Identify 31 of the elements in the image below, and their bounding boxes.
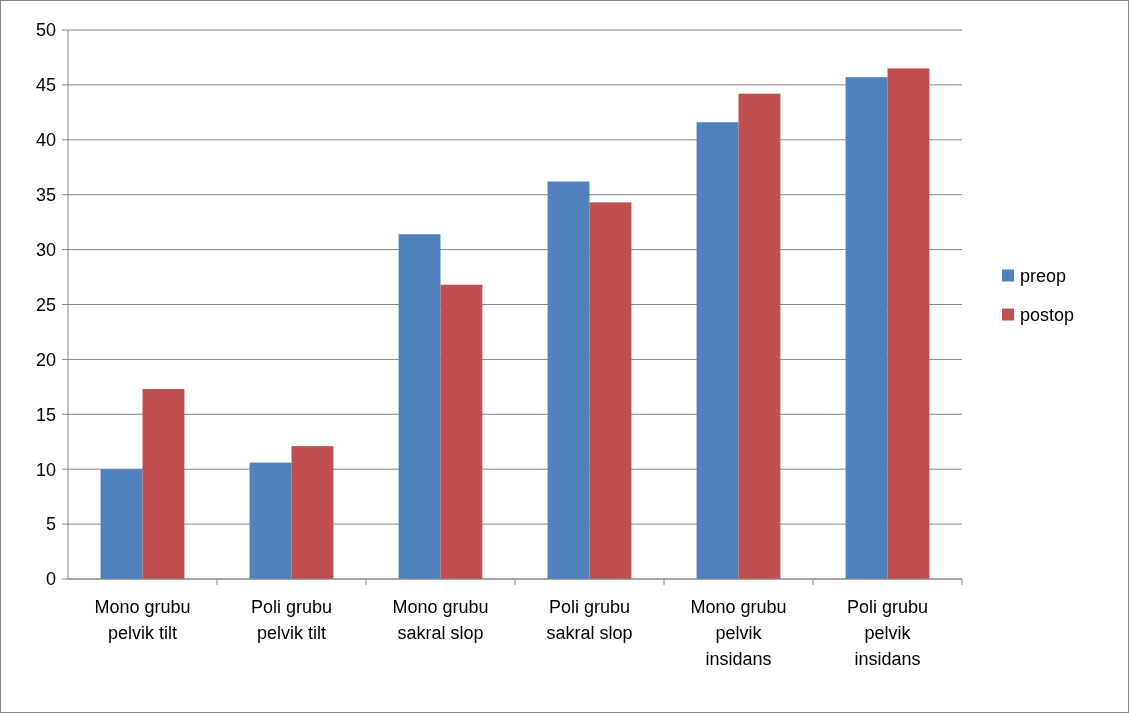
y-tick-label: 35 <box>35 185 56 205</box>
bar <box>249 462 292 579</box>
y-tick-label: 40 <box>35 130 56 151</box>
y-tick-label: 20 <box>35 349 56 370</box>
bar <box>845 77 888 579</box>
y-tick-label: 50 <box>35 20 56 41</box>
x-tick-label: Mono grubu pelvik insidans <box>690 597 787 669</box>
y-tick-label: 10 <box>35 459 56 480</box>
bar <box>440 284 483 579</box>
y-tick-label: 30 <box>35 239 56 260</box>
x-tick-label: Poli grubu sakral slop <box>546 597 633 643</box>
bar <box>547 181 590 579</box>
bar <box>398 234 441 579</box>
x-tick-label: Poli grubu pelvik insidans <box>846 597 929 669</box>
bar <box>142 389 185 579</box>
y-tick-label: 0 <box>45 569 56 590</box>
bar <box>100 469 143 579</box>
bar <box>291 446 334 579</box>
x-tick-label: Mono grubu sakral slop <box>392 597 489 643</box>
bar <box>738 93 781 579</box>
x-tick-label: Poli grubu pelvik tilt <box>250 597 333 643</box>
bar <box>887 68 930 579</box>
bar <box>696 122 739 579</box>
legend-label: preop <box>1020 265 1067 286</box>
y-tick-label: 45 <box>35 75 56 96</box>
y-tick-label: 15 <box>35 404 56 425</box>
bar <box>589 202 632 579</box>
x-tick-label: Mono grubu pelvik tilt <box>94 597 191 643</box>
legend-label: postop <box>1020 304 1075 325</box>
y-tick-label: 5 <box>45 514 56 535</box>
y-tick-label: 25 <box>35 294 56 315</box>
